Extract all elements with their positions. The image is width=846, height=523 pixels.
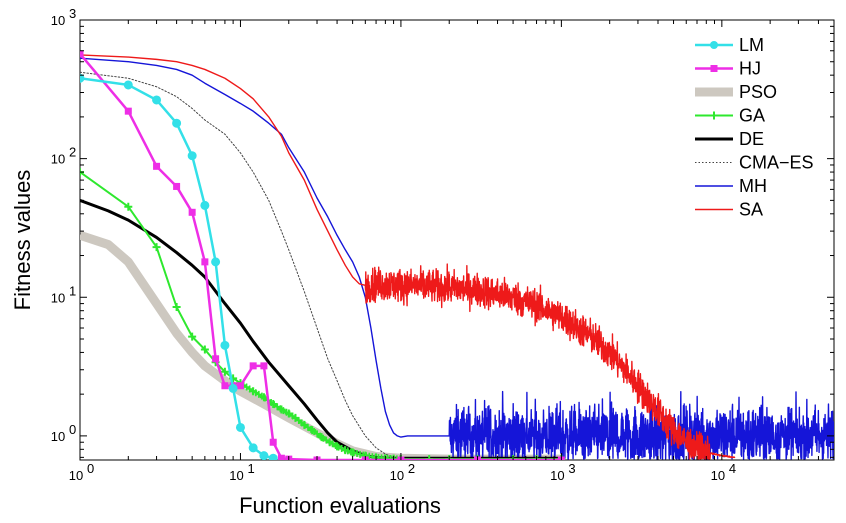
data-point-hj: [260, 362, 268, 370]
data-point-ga: [172, 303, 181, 312]
series-group: [80, 50, 834, 460]
y-tick-label: 10: [51, 152, 65, 167]
data-point-hj: [236, 382, 244, 390]
data-point-ga: [317, 433, 326, 442]
x-tick-label-exponent: 4: [729, 461, 736, 476]
series-line-mh: [80, 57, 834, 460]
data-point-hj: [188, 208, 196, 216]
x-tick-label: 10: [390, 468, 404, 483]
legend-label: MH: [739, 176, 767, 196]
data-point-lm: [235, 422, 245, 432]
y-tick-label: 10: [51, 13, 65, 28]
data-point-lm: [268, 453, 278, 460]
series-line-cma-es: [80, 71, 395, 458]
data-point-hj: [80, 50, 84, 58]
data-point-hj: [153, 162, 161, 170]
y-tick-label: 10: [51, 429, 65, 444]
data-point-hj: [212, 355, 220, 363]
legend-label: LM: [739, 35, 764, 55]
data-point-hj: [201, 258, 209, 266]
data-point-ga: [200, 345, 209, 354]
series-line-lm: [80, 77, 275, 460]
data-point-lm: [80, 73, 85, 83]
series-mh: [80, 57, 834, 460]
y-axis-title: Fitness values: [10, 170, 35, 311]
data-point-hj: [173, 182, 181, 190]
data-point-lm: [187, 151, 197, 161]
data-point-lm: [228, 383, 238, 393]
series-cma-es: [80, 71, 395, 458]
data-point-ga: [220, 367, 229, 376]
data-point-ga: [152, 243, 161, 252]
x-axis-title: Function evaluations: [239, 493, 441, 518]
legend-marker: [710, 111, 718, 120]
x-tick-label: 10: [550, 468, 564, 483]
data-point-hj: [249, 362, 257, 370]
series-ga: [80, 168, 566, 460]
legend-entry-ga: GA: [695, 106, 765, 126]
x-tick-label: 10: [69, 468, 83, 483]
y-tick-label-exponent: 2: [69, 145, 76, 160]
series-lm: [80, 73, 278, 460]
data-point-lm: [259, 451, 269, 460]
legend-marker: [710, 41, 718, 49]
legend-entry-sa: SA: [695, 200, 763, 220]
legend-entry-pso: PSO: [695, 82, 777, 102]
legend-label: DE: [739, 129, 764, 149]
series-hj: [80, 50, 565, 460]
data-point-hj: [277, 454, 285, 460]
y-tick-label-exponent: 3: [69, 6, 76, 21]
series-line-hj: [80, 52, 563, 460]
legend: LM HJ PSO GA DE CMA−ES MH SA: [695, 35, 814, 220]
legend-label: SA: [739, 200, 763, 220]
y-tick-label-exponent: 0: [69, 422, 76, 437]
legend-entry-de: DE: [695, 129, 764, 149]
x-tick-label-exponent: 0: [87, 461, 94, 476]
legend-label: PSO: [739, 82, 777, 102]
data-point-lm: [211, 257, 221, 267]
legend-entry-mh: MH: [695, 176, 767, 196]
legend-entry-hj: HJ: [695, 59, 761, 79]
series-layer: [80, 50, 834, 460]
data-point-lm: [200, 200, 210, 210]
data-point-lm: [220, 340, 230, 350]
y-tick-label-exponent: 1: [69, 283, 76, 298]
data-point-lm: [123, 80, 133, 90]
series-line-sa: [80, 54, 736, 460]
legend-label: HJ: [739, 59, 761, 79]
legend-label: GA: [739, 106, 765, 126]
legend-label: CMA−ES: [739, 153, 814, 173]
series-sa: [80, 54, 736, 460]
x-tick-label-exponent: 3: [568, 461, 575, 476]
legend-marker: [710, 65, 718, 72]
legend-entry-cma-es: CMA−ES: [695, 153, 814, 173]
data-point-ga: [124, 202, 133, 211]
data-point-ga: [188, 332, 197, 341]
data-point-hj: [269, 438, 277, 446]
x-tick-label-exponent: 1: [247, 461, 254, 476]
x-tick-label-exponent: 2: [408, 461, 415, 476]
data-point-lm: [248, 443, 258, 453]
y-tick-label: 10: [51, 290, 65, 305]
data-point-hj: [124, 107, 132, 115]
tick-layer: 10 0 10 1 10 2 10 3 10 4 10 0 10 1 10 2 10 3: [51, 6, 835, 483]
x-tick-label: 10: [711, 468, 725, 483]
x-tick-label: 10: [229, 468, 243, 483]
data-point-lm: [152, 95, 162, 105]
plot-area-frame: [79, 19, 835, 461]
data-point-lm: [172, 118, 182, 128]
legend-entry-lm: LM: [695, 35, 764, 55]
data-point-hj: [221, 382, 229, 390]
